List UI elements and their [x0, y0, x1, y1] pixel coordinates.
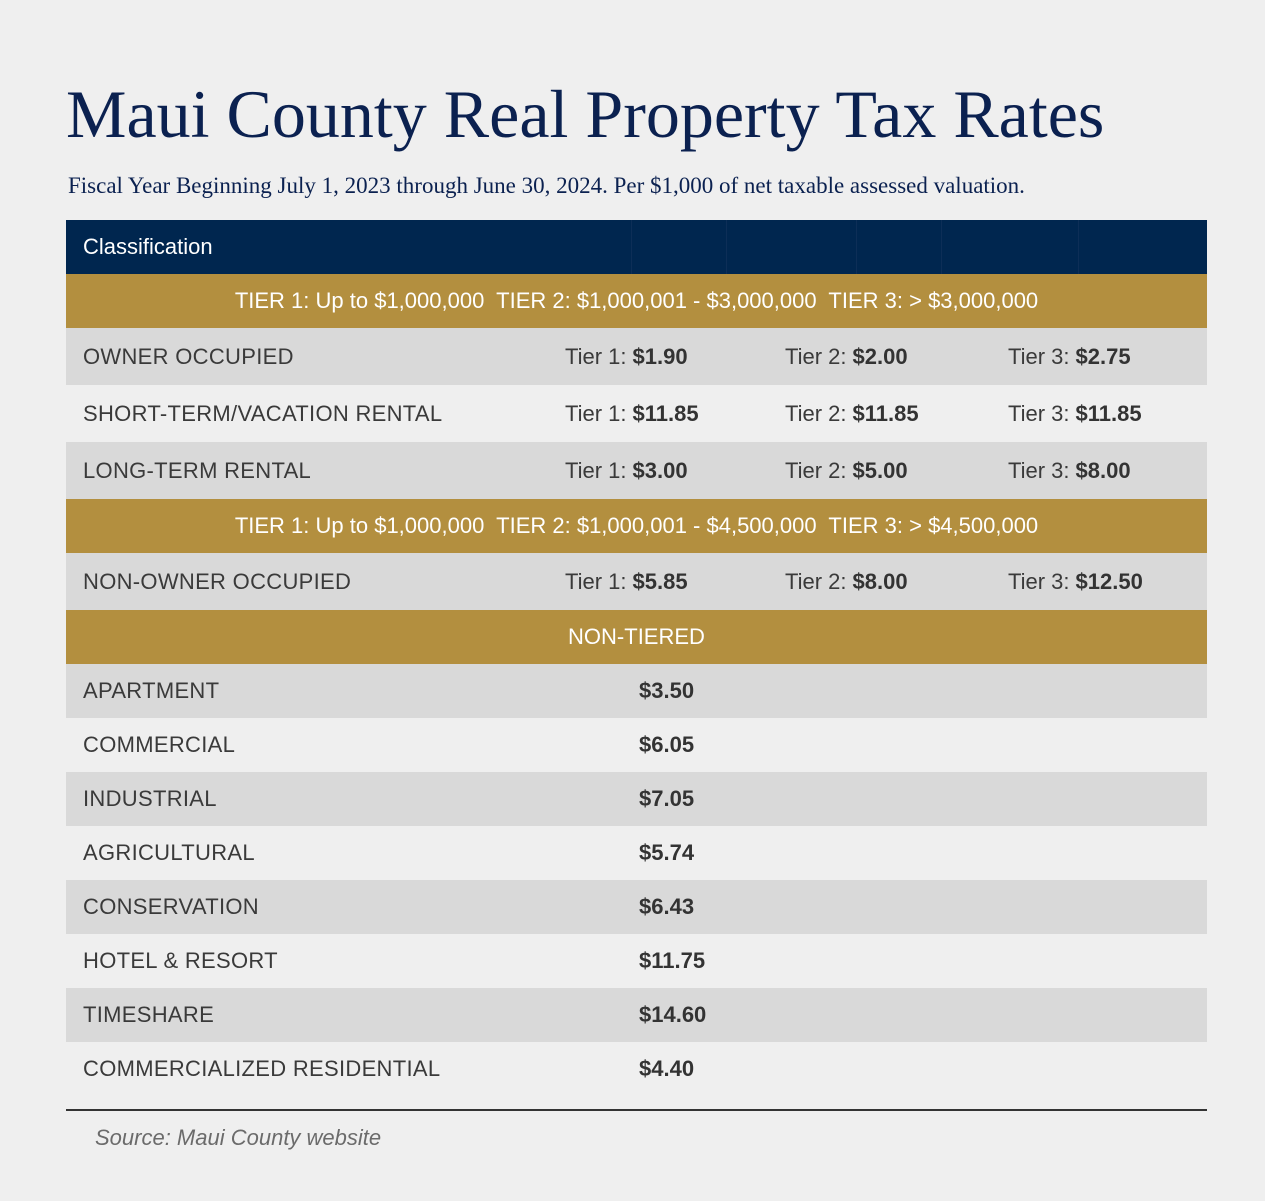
tier3-value: $8.00	[1075, 457, 1131, 483]
row-label: COMMERCIALIZED RESIDENTIAL	[83, 1056, 441, 1081]
row-label: NON-OWNER OCCUPIED	[83, 568, 352, 594]
row-label: AGRICULTURAL	[83, 840, 255, 865]
tier1-prefix: Tier 1:	[565, 343, 627, 369]
rate-cell: $7.05	[639, 772, 694, 826]
header-divider	[1078, 220, 1079, 274]
rate-value: $4.40	[639, 1056, 695, 1081]
table-row: SHORT-TERM/VACATION RENTAL Tier 1: $11.85…	[66, 385, 1207, 442]
tier1-cell: Tier 1: $1.90	[565, 328, 688, 385]
header-classification: Classification	[83, 234, 213, 259]
tier2-cell: Tier 2: $11.85	[785, 385, 919, 442]
tier-band-2: TIER 1: Up to $1,000,000 TIER 2: $1,000,…	[66, 499, 1207, 553]
footer-divider	[66, 1109, 1207, 1111]
tier1-cell: Tier 1: $11.85	[565, 385, 699, 442]
rate-value: $6.05	[639, 732, 695, 757]
tier1-value: $11.85	[632, 400, 699, 426]
tier1-prefix: Tier 1:	[565, 457, 627, 483]
row-label: LONG-TERM RENTAL	[83, 457, 312, 483]
tier-band-1: TIER 1: Up to $1,000,000 TIER 2: $1,000,…	[66, 274, 1207, 328]
rate-value: $11.75	[639, 948, 706, 973]
header-divider	[726, 220, 727, 274]
tier1-value: $3.00	[632, 457, 688, 483]
tier2-value: $5.00	[852, 457, 908, 483]
table-row: NON-OWNER OCCUPIED Tier 1: $5.85 Tier 2: $…	[66, 553, 1207, 610]
row-label: CONSERVATION	[83, 894, 259, 919]
rate-cell: $5.74	[639, 826, 694, 880]
rate-value: $6.43	[639, 894, 695, 919]
table-row: CONSERVATION $6.43	[66, 880, 1207, 934]
tier1-cell: Tier 1: $5.85	[565, 553, 688, 610]
source-note: Source: Maui County website	[95, 1125, 382, 1150]
tier3-value: $2.75	[1075, 343, 1131, 369]
row-label: OWNER OCCUPIED	[83, 343, 294, 369]
tier3-cell: Tier 3: $11.85	[1008, 385, 1142, 442]
tier3-cell: Tier 3: $12.50	[1008, 553, 1143, 610]
tier2-cell: Tier 2: $8.00	[785, 553, 908, 610]
tier2-prefix: Tier 2:	[785, 343, 847, 369]
rate-cell: $6.05	[639, 718, 694, 772]
rate-value: $14.60	[639, 1002, 707, 1027]
header-divider	[941, 220, 942, 274]
tier1-value: $5.85	[632, 568, 688, 594]
tier3-prefix: Tier 3:	[1008, 400, 1070, 426]
row-label: TIMESHARE	[83, 1002, 215, 1027]
tier3-value: $11.85	[1075, 400, 1142, 426]
tier1-value: $1.90	[632, 343, 688, 369]
row-label: HOTEL & RESORT	[83, 948, 278, 973]
table-row: COMMERCIALIZED RESIDENTIAL $4.40	[66, 1042, 1207, 1096]
table-row: INDUSTRIAL $7.05	[66, 772, 1207, 826]
tier3-prefix: Tier 3:	[1008, 343, 1070, 369]
rate-value: $7.05	[639, 786, 695, 811]
table-row: HOTEL & RESORT $11.75	[66, 934, 1207, 988]
rate-value: $3.50	[639, 678, 695, 703]
non-tiered-band: NON-TIERED	[66, 610, 1207, 664]
tier3-prefix: Tier 3:	[1008, 568, 1070, 594]
rate-cell: $14.60	[639, 988, 706, 1042]
tier2-value: $11.85	[852, 400, 919, 426]
row-label: SHORT-TERM/VACATION RENTAL	[83, 400, 443, 426]
tier2-cell: Tier 2: $5.00	[785, 442, 908, 499]
table-row: TIMESHARE $14.60	[66, 988, 1207, 1042]
row-label: INDUSTRIAL	[83, 786, 217, 811]
tier2-cell: Tier 2: $2.00	[785, 328, 908, 385]
tier3-cell: Tier 3: $8.00	[1008, 442, 1131, 499]
tier1-prefix: Tier 1:	[565, 568, 627, 594]
tier2-prefix: Tier 2:	[785, 457, 847, 483]
tier2-value: $2.00	[852, 343, 908, 369]
tier3-prefix: Tier 3:	[1008, 457, 1070, 483]
table-row: LONG-TERM RENTAL Tier 1: $3.00 Tier 2: $5.…	[66, 442, 1207, 499]
rate-cell: $4.40	[639, 1042, 694, 1096]
page-title: Maui County Real Property Tax Rates	[66, 76, 1105, 152]
tier1-prefix: Tier 1:	[565, 400, 627, 426]
header-divider	[856, 220, 857, 274]
table-row: COMMERCIAL $6.05	[66, 718, 1207, 772]
row-label: COMMERCIAL	[83, 732, 236, 757]
page-subtitle: Fiscal Year Beginning July 1, 2023 throu…	[68, 173, 1025, 198]
rate-cell: $6.43	[639, 880, 694, 934]
rate-cell: $11.75	[639, 934, 705, 988]
tax-rate-table: Classification TIER 1: Up to $1,000,000 …	[66, 220, 1207, 1096]
tier3-cell: Tier 3: $2.75	[1008, 328, 1131, 385]
tier2-prefix: Tier 2:	[785, 568, 847, 594]
rate-value: $5.74	[639, 840, 695, 865]
rate-cell: $3.50	[639, 664, 694, 718]
tier2-value: $8.00	[852, 568, 908, 594]
table-row: OWNER OCCUPIED Tier 1: $1.90 Tier 2: $2.00…	[66, 328, 1207, 385]
header-divider	[631, 220, 632, 274]
table-row: APARTMENT $3.50	[66, 664, 1207, 718]
tier1-cell: Tier 1: $3.00	[565, 442, 688, 499]
table-header: Classification	[66, 220, 1207, 274]
row-label: APARTMENT	[83, 678, 220, 703]
tier2-prefix: Tier 2:	[785, 400, 847, 426]
table-row: AGRICULTURAL $5.74	[66, 826, 1207, 880]
tier3-value: $12.50	[1075, 568, 1143, 594]
